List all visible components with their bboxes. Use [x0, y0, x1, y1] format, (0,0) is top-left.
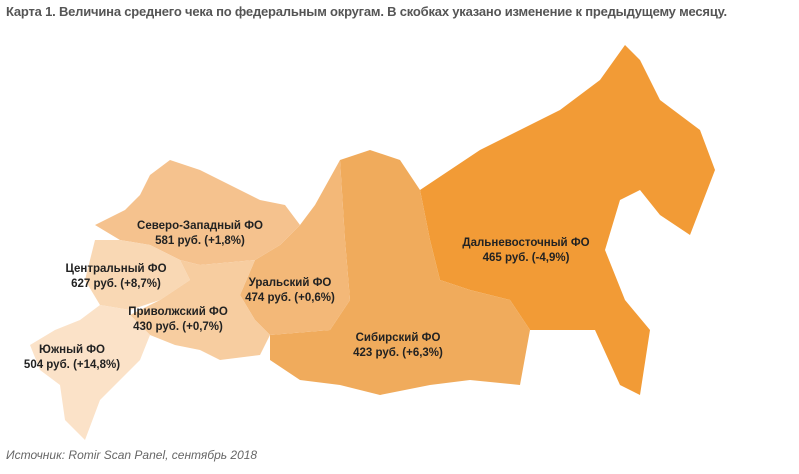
source-note: Источник: Romir Scan Panel, сентябрь 201…: [6, 448, 258, 462]
region-siberia[interactable]: [270, 150, 530, 395]
map-title: Карта 1. Величина среднего чека по федер…: [6, 4, 727, 19]
region-south[interactable]: [30, 305, 150, 440]
label-ural: Уральский ФО 474 руб. (+0,6%): [245, 277, 335, 304]
region-north-west[interactable]: [95, 160, 300, 265]
region-volga[interactable]: [130, 260, 270, 360]
label-south: Южный ФО 504 руб. (+14,8%): [23, 344, 121, 371]
region-far-east[interactable]: [420, 45, 715, 395]
label-far-east: Дальневосточный ФО 465 руб. (-4,9%): [462, 237, 590, 264]
label-north-west: Северо-Западный ФО 581 руб. (+1,8%): [137, 220, 263, 247]
region-central[interactable]: [85, 240, 190, 310]
label-central: Центральный ФО 627 руб. (+8,7%): [65, 263, 167, 290]
region-ural[interactable]: [240, 160, 350, 335]
label-volga: Приволжский ФО 430 руб. (+0,7%): [128, 306, 228, 333]
label-siberia: Сибирский ФО 423 руб. (+6,3%): [353, 332, 443, 359]
